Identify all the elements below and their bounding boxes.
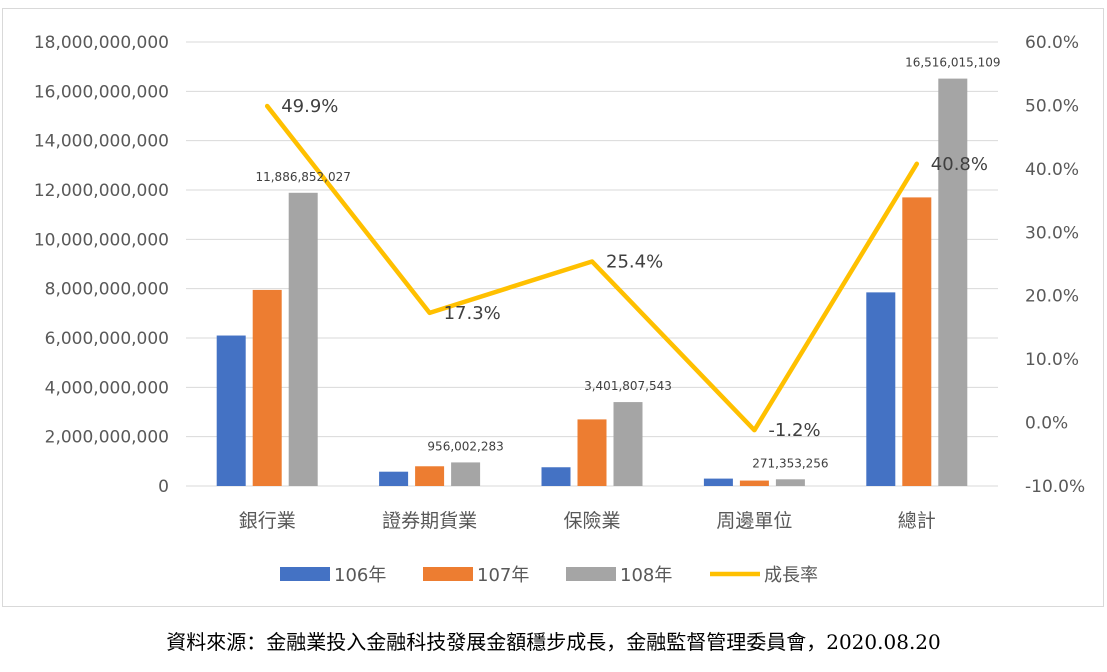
grid-lines	[186, 41, 998, 487]
bar-2	[902, 197, 932, 486]
growth-rate-label: 49.9%	[281, 96, 338, 117]
y-tick-label: 2,000,000,000	[45, 428, 169, 448]
category-label: 總計	[898, 510, 936, 532]
chart-frame: 11,886,852,027 956,002,283 3,401,807,543 27…	[2, 8, 1104, 607]
bar-2	[252, 289, 282, 486]
bar-value-label: 11,886,852,027	[255, 170, 350, 184]
bar-value-label: 271,353,256	[752, 456, 828, 470]
growth-rate-label: 25.4%	[606, 251, 663, 272]
bar-3	[613, 402, 643, 486]
bar-2	[415, 466, 445, 486]
axis-labels: 0 2,000,000,000 4,000,000,000 6,000,000,000…	[34, 33, 1085, 532]
bar-3	[451, 462, 481, 486]
y-tick-label: 16,000,000,000	[34, 82, 169, 102]
y2-tick-label: 0.0%	[1025, 414, 1068, 434]
growth-line	[264, 103, 920, 433]
data-labels: 11,886,852,027 956,002,283 3,401,807,543 27…	[255, 56, 1000, 471]
y2-tick-label: -10.0%	[1025, 477, 1085, 497]
category-label: 證券期貨業	[382, 510, 477, 532]
bar-2	[577, 419, 607, 486]
bar-value-label: 956,002,283	[427, 439, 503, 453]
y-tick-label: 18,000,000,000	[34, 33, 169, 53]
y-tick-label: 8,000,000,000	[45, 280, 169, 300]
growth-rate-line	[264, 103, 920, 433]
growth-rate-label: 17.3%	[444, 303, 501, 324]
legend: 106年 107年 108年 成長率	[280, 565, 818, 586]
legend-label: 108年	[620, 565, 672, 586]
y-tick-label: 10,000,000,000	[34, 230, 169, 250]
bars	[216, 78, 968, 487]
growth-rate-label: 40.8%	[931, 154, 988, 175]
y-tick-label: 12,000,000,000	[34, 181, 169, 201]
legend-swatch	[423, 567, 473, 581]
bar-1	[866, 292, 896, 486]
bar-value-label: 3,401,807,543	[584, 379, 672, 393]
bar-2	[739, 480, 769, 486]
category-label: 銀行業	[239, 510, 296, 532]
y-tick-label: 0	[158, 477, 169, 497]
bar-1	[703, 478, 733, 486]
bar-3	[775, 479, 805, 486]
y-tick-label: 6,000,000,000	[45, 329, 169, 349]
category-label: 保險業	[563, 510, 620, 532]
bar-3	[938, 78, 968, 487]
bar-1	[216, 335, 246, 486]
y2-tick-label: 60.0%	[1025, 33, 1079, 53]
legend-label: 成長率	[764, 565, 818, 586]
growth-rate-label: -1.2%	[768, 420, 820, 441]
legend-swatch	[566, 567, 616, 581]
y-tick-label: 4,000,000,000	[45, 378, 169, 398]
bar-1	[541, 467, 571, 486]
y2-tick-label: 40.0%	[1025, 160, 1079, 180]
y2-tick-label: 10.0%	[1025, 350, 1079, 370]
bar-3	[288, 192, 318, 486]
y2-tick-label: 30.0%	[1025, 223, 1079, 243]
y2-tick-label: 20.0%	[1025, 287, 1079, 307]
chart-svg: 11,886,852,027 956,002,283 3,401,807,543 27…	[34, 33, 1085, 586]
legend-label: 106年	[334, 565, 386, 586]
bar-1	[379, 471, 409, 486]
source-caption: 資料來源：金融業投入金融科技發展金額穩步成長，金融監督管理委員會，2020.08…	[166, 630, 941, 654]
legend-label: 107年	[477, 565, 529, 586]
y2-tick-label: 50.0%	[1025, 96, 1079, 116]
y-tick-label: 14,000,000,000	[34, 132, 169, 152]
bar-value-label: 16,516,015,109	[905, 56, 1000, 70]
legend-swatch	[280, 567, 330, 581]
category-label: 周邊單位	[716, 510, 792, 532]
